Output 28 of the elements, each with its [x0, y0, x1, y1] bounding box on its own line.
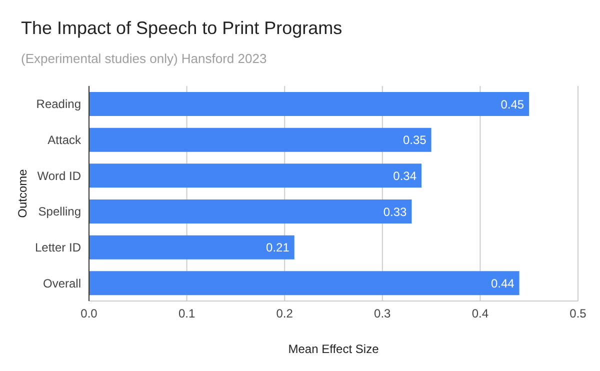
data-label: 0.35: [402, 133, 427, 148]
bar: [89, 271, 520, 296]
y-axis-title: Outcome: [15, 168, 30, 218]
x-tick-label: 0.1: [178, 306, 196, 321]
y-tick-label: Overall: [42, 276, 81, 290]
bar: [89, 92, 530, 116]
data-label: 0.45: [500, 97, 524, 112]
x-axis-title: Mean Effect Size: [288, 342, 380, 356]
y-tick-label: Spelling: [38, 204, 81, 219]
y-tick-label: Attack: [48, 133, 82, 148]
y-tick-label: Reading: [36, 97, 81, 112]
x-tick-label: 0.3: [374, 306, 392, 321]
bar: [89, 164, 422, 188]
x-tick-label: 0.0: [80, 306, 98, 321]
data-label: 0.44: [490, 276, 515, 290]
data-label: 0.34: [393, 168, 417, 183]
x-tick-label: 0.4: [472, 306, 489, 321]
bar: [89, 235, 294, 260]
x-tick-label: 0.5: [570, 306, 587, 321]
chart-subtitle: (Experimental studies only) Hansford 2023: [21, 51, 267, 66]
data-label: 0.33: [383, 204, 408, 219]
bar: [89, 200, 412, 224]
bar: [89, 128, 432, 152]
x-tick-label: 0.2: [276, 306, 294, 321]
y-tick-label: Letter ID: [34, 240, 82, 255]
y-tick-label: Word ID: [37, 168, 82, 183]
data-label: 0.21: [266, 240, 290, 255]
chart-title: The Impact of Speech to Print Programs: [21, 18, 342, 39]
